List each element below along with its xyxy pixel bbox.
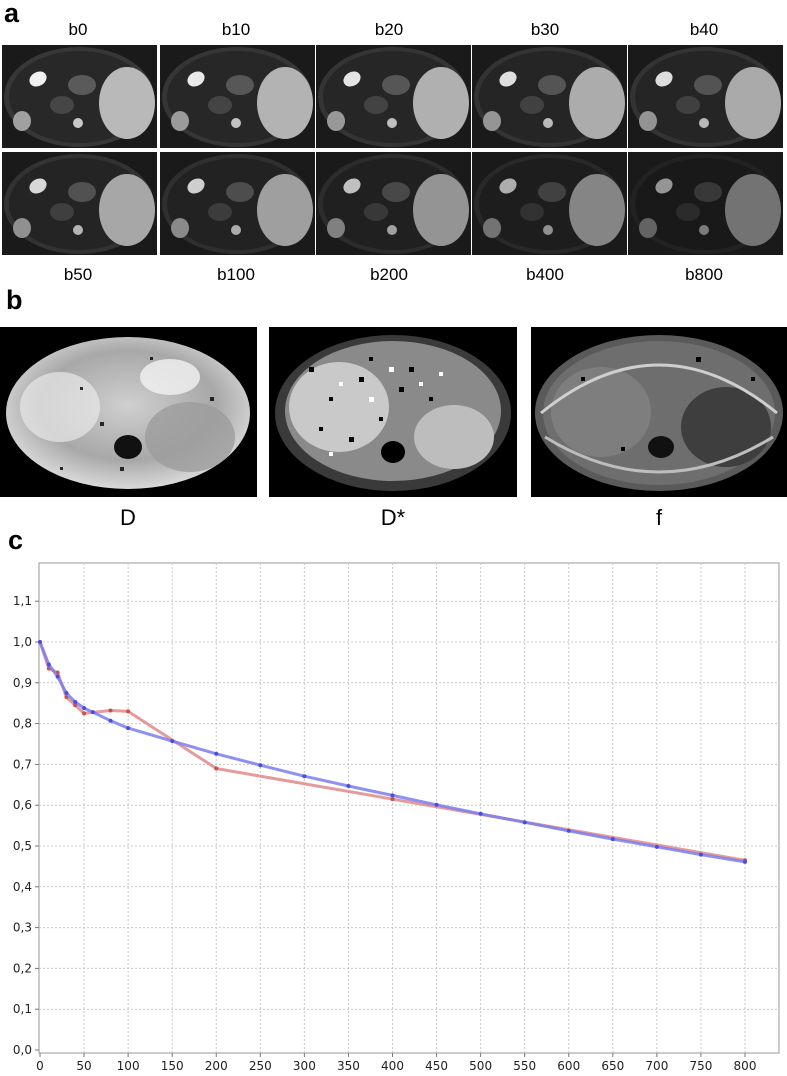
dwi-image-b50 bbox=[2, 152, 157, 255]
data-point-1 bbox=[566, 828, 571, 833]
map-d-label: D bbox=[120, 505, 136, 530]
dwi-image-b200 bbox=[316, 152, 471, 255]
data-point-1 bbox=[610, 837, 615, 842]
x-tick-label: 500 bbox=[469, 1059, 492, 1073]
x-tick-label: 250 bbox=[249, 1059, 272, 1073]
x-tick-label: 50 bbox=[76, 1059, 91, 1073]
data-point-1 bbox=[38, 640, 42, 644]
data-point-1 bbox=[258, 763, 263, 768]
data-point-0 bbox=[82, 711, 87, 716]
b-value-label: b30 bbox=[530, 20, 560, 39]
x-tick-label: 800 bbox=[734, 1059, 757, 1073]
y-tick-label: 0,9 bbox=[13, 676, 32, 690]
map-d-image bbox=[0, 327, 257, 497]
dwi-image-b40 bbox=[628, 45, 783, 148]
data-point-0 bbox=[390, 797, 395, 802]
map-f-image bbox=[531, 327, 787, 497]
x-tick-label: 150 bbox=[161, 1059, 184, 1073]
dwi-image-b10 bbox=[160, 45, 315, 148]
b-value-label: b800 bbox=[685, 265, 723, 284]
b-value-label: b40 bbox=[689, 20, 719, 39]
b-value-label: b10 bbox=[221, 20, 251, 39]
x-tick-label: 350 bbox=[337, 1059, 360, 1073]
data-point-1 bbox=[390, 793, 395, 798]
dwi-image-b20 bbox=[316, 45, 471, 148]
y-tick-label: 0,2 bbox=[13, 961, 32, 975]
data-point-1 bbox=[46, 662, 51, 667]
y-tick-label: 0,4 bbox=[13, 880, 32, 894]
x-tick-label: 300 bbox=[293, 1059, 316, 1073]
data-point-1 bbox=[743, 859, 747, 864]
panel-label-a: a bbox=[4, 0, 20, 28]
data-point-1 bbox=[170, 739, 175, 744]
data-point-1 bbox=[434, 802, 439, 807]
data-point-1 bbox=[73, 699, 78, 704]
data-point-0 bbox=[214, 766, 219, 771]
dwi-image-b100 bbox=[160, 152, 315, 255]
data-point-1 bbox=[522, 820, 527, 825]
y-tick-label: 0,7 bbox=[13, 757, 32, 771]
data-point-1 bbox=[214, 751, 219, 756]
panel-label-c: c bbox=[8, 525, 24, 555]
y-tick-label: 0,0 bbox=[13, 1043, 32, 1057]
data-point-1 bbox=[302, 774, 307, 779]
x-tick-label: 0 bbox=[36, 1059, 44, 1073]
panel-label-b: b bbox=[6, 285, 23, 315]
b-value-label: b400 bbox=[526, 265, 564, 284]
b-value-label: b200 bbox=[370, 265, 408, 284]
y-tick-label: 1,0 bbox=[13, 635, 32, 649]
data-point-1 bbox=[346, 784, 351, 789]
x-tick-label: 550 bbox=[513, 1059, 536, 1073]
data-point-1 bbox=[126, 726, 131, 731]
x-tick-label: 200 bbox=[205, 1059, 228, 1073]
map-f-label: f bbox=[655, 505, 663, 530]
b-value-label: b0 bbox=[68, 20, 88, 39]
y-tick-label: 0,8 bbox=[13, 717, 32, 731]
dwi-image-b800 bbox=[628, 152, 783, 255]
x-tick-label: 750 bbox=[689, 1059, 712, 1073]
x-tick-label: 600 bbox=[557, 1059, 580, 1073]
map-d-star-image bbox=[269, 327, 517, 497]
y-tick-label: 0,5 bbox=[13, 839, 32, 853]
data-point-0 bbox=[108, 708, 113, 713]
signal-decay-chart: 0 50 100 150 200 250 300 350 400 450 500 550 600 650 7… bbox=[13, 562, 780, 1073]
b-value-label: b20 bbox=[374, 20, 404, 39]
y-tick-label: 0,1 bbox=[13, 1002, 32, 1016]
b-value-label: b50 bbox=[63, 265, 93, 284]
x-tick-label: 650 bbox=[601, 1059, 624, 1073]
x-tick-label: 700 bbox=[645, 1059, 668, 1073]
data-point-1 bbox=[108, 718, 113, 723]
data-point-1 bbox=[55, 674, 60, 679]
y-tick-label: 0,3 bbox=[13, 921, 32, 935]
b-value-label: b100 bbox=[217, 265, 255, 284]
x-tick-label: 450 bbox=[425, 1059, 448, 1073]
y-tick-label: 1,1 bbox=[13, 594, 32, 608]
map-d-star-label: D* bbox=[380, 505, 406, 530]
data-point-0 bbox=[126, 709, 131, 714]
data-point-1 bbox=[698, 852, 703, 857]
data-point-1 bbox=[654, 844, 659, 849]
dwi-image-b400 bbox=[472, 152, 627, 255]
plot-area bbox=[38, 562, 780, 1054]
x-tick-label: 400 bbox=[381, 1059, 404, 1073]
y-tick-label: 0,6 bbox=[13, 798, 32, 812]
data-point-1 bbox=[64, 691, 69, 695]
data-point-1 bbox=[82, 706, 87, 711]
dwi-image-b0 bbox=[2, 45, 157, 148]
dwi-image-b30 bbox=[472, 45, 627, 148]
data-point-1 bbox=[90, 710, 95, 715]
data-point-1 bbox=[478, 811, 483, 816]
x-tick-label: 100 bbox=[117, 1059, 140, 1073]
